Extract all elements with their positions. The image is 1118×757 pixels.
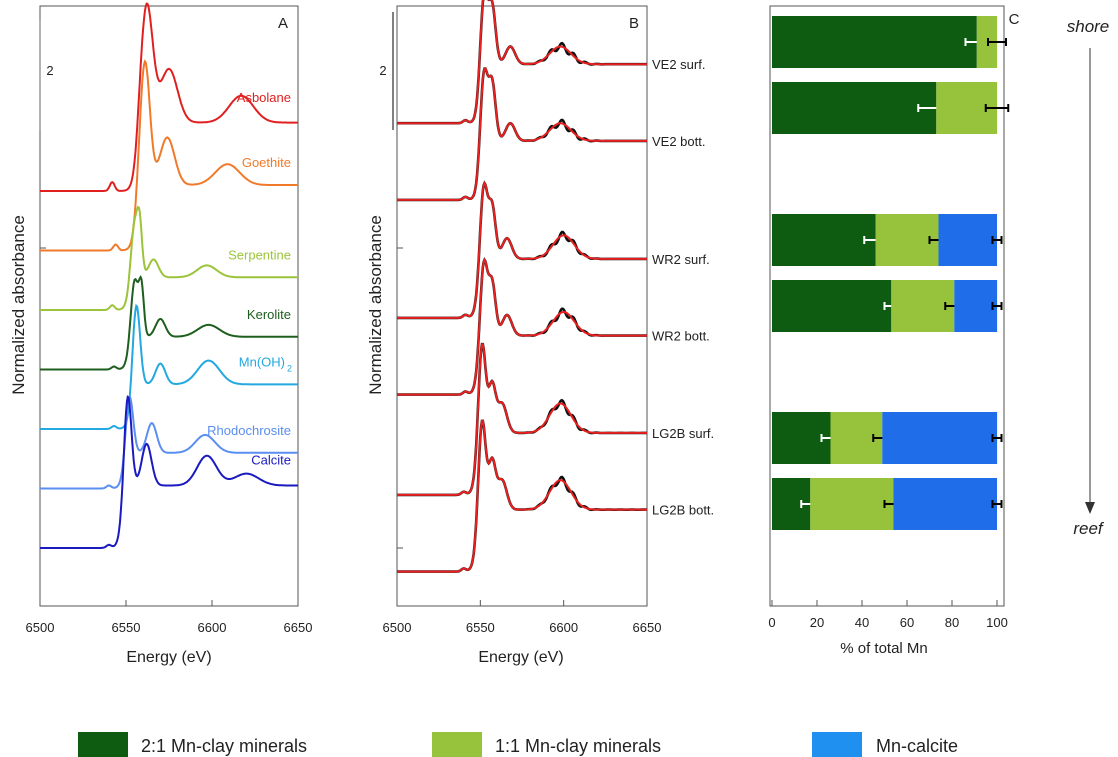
x-tick-label: 6550: [112, 620, 141, 635]
bar-segment-2-1: [875, 214, 939, 266]
bar-segment-3-1: [891, 280, 955, 332]
data-spectrum-1: [397, 67, 647, 202]
bar-segment-4-2: [882, 412, 998, 464]
panel-b-label: B: [629, 15, 639, 32]
bar-segment-2-0: [772, 214, 876, 266]
bar-segment-0-0: [772, 16, 977, 68]
panel-b-y-axis-label: Normalized absorbance: [366, 215, 385, 395]
panel-c-frame: [769, 5, 1005, 607]
panel-b-x-ticks: 6500 6550 6600 6650: [383, 600, 662, 635]
x-tick-label: 80: [945, 615, 959, 630]
panel-a-x-axis-label: Energy (eV): [126, 649, 211, 666]
legend-swatch-mn-calcite: [812, 732, 862, 757]
panel-c: C 0 20 40 60 80 100 % of total Mn shore reef: [768, 5, 1110, 657]
data-spectrum-4: [397, 342, 648, 497]
fit-spectrum-1: [397, 67, 647, 201]
sample-label-5: LG2B bott.: [652, 503, 714, 518]
panel-a-label: A: [278, 15, 288, 32]
panel-b-frame: [396, 5, 648, 607]
panel-a-y-axis-label: Normalized absorbance: [9, 215, 28, 395]
x-tick-label: 6600: [549, 620, 578, 635]
panel-c-x-axis-label: % of total Mn: [840, 640, 928, 657]
data-spectrum-5: [397, 419, 648, 573]
sample-label-4: LG2B surf.: [652, 426, 714, 441]
series-label-5: Rhodochrosite: [207, 423, 291, 438]
panel-b: B 2 VE2 surf. VE2 bott. WR2 surf. WR2 bott.…: [366, 0, 714, 666]
spectrum-6: [40, 395, 298, 549]
fit-spectrum-0: [397, 0, 647, 125]
legend-swatch-2-1-clay: [78, 732, 128, 757]
bar-segment-5-2: [893, 478, 997, 530]
x-tick-label: 100: [986, 615, 1008, 630]
bar-segment-5-1: [810, 478, 894, 530]
data-spectrum-2: [397, 180, 647, 320]
x-tick-label: 6650: [633, 620, 662, 635]
fit-spectrum-5: [397, 419, 647, 573]
legend: 2:1 Mn-clay minerals 1:1 Mn-clay mineral…: [78, 732, 958, 757]
series-label-subscript-4: 2: [287, 363, 292, 373]
panel-a-curves: [40, 2, 298, 549]
bar-segment-3-2: [954, 280, 998, 332]
sample-label-2: WR2 surf.: [652, 252, 710, 267]
x-tick-label: 6500: [383, 620, 412, 635]
bar-segment-0-1: [976, 16, 998, 68]
sample-label-3: WR2 bott.: [652, 329, 710, 344]
series-label-6: Calcite: [251, 453, 291, 468]
reef-label: reef: [1073, 519, 1105, 538]
panel-a-frame: [39, 5, 299, 607]
panel-c-label: C: [1009, 11, 1020, 28]
spectrum-1: [40, 59, 298, 252]
spectrum-5: [40, 395, 298, 490]
legend-label-mn-calcite: Mn-calcite: [876, 736, 958, 756]
bar-segment-1-0: [772, 82, 937, 134]
panel-a-scale-bar-label: 2: [46, 63, 53, 78]
panel-b-curves: [397, 0, 648, 573]
bar-segment-3-0: [772, 280, 892, 332]
x-tick-label: 6650: [284, 620, 313, 635]
panel-c-bars: [772, 16, 1010, 530]
bar-segment-2-2: [938, 214, 997, 266]
series-label-4: Mn(OH): [239, 354, 285, 369]
data-spectrum-0: [397, 0, 647, 125]
spectrum-4: [40, 303, 298, 430]
series-label-2: Serpentine: [228, 247, 291, 262]
fit-spectrum-4: [397, 343, 647, 496]
legend-label-1-1-clay: 1:1 Mn-clay minerals: [495, 736, 661, 756]
panel-a: A 2 Asbolane Goethite Serpentine Kerolite Mn…: [9, 2, 313, 666]
panel-b-series-labels: VE2 surf. VE2 bott. WR2 surf. WR2 bott. LG2B…: [652, 57, 714, 517]
x-tick-label: 6500: [26, 620, 55, 635]
spectrum-2: [40, 205, 298, 311]
spectrum-3: [40, 274, 298, 371]
spectrum-0: [40, 2, 298, 192]
x-tick-label: 6600: [198, 620, 227, 635]
series-label-0: Asbolane: [237, 90, 291, 105]
data-spectrum-3: [397, 257, 647, 396]
legend-swatch-1-1-clay: [432, 732, 482, 757]
x-tick-label: 0: [768, 615, 775, 630]
fit-spectrum-3: [397, 257, 647, 396]
legend-label-2-1-clay: 2:1 Mn-clay minerals: [141, 736, 307, 756]
panel-c-x-ticks: 0 20 40 60 80 100: [768, 600, 1008, 630]
arrow-head-icon: [1085, 502, 1095, 514]
panel-a-x-ticks: 6500 6550 6600 6650: [26, 600, 313, 635]
x-tick-label: 6550: [466, 620, 495, 635]
x-tick-label: 20: [810, 615, 824, 630]
sample-label-1: VE2 bott.: [652, 134, 705, 149]
series-label-1: Goethite: [242, 155, 291, 170]
sample-label-0: VE2 surf.: [652, 57, 705, 72]
panel-a-series-labels: Asbolane Goethite Serpentine Kerolite Mn(OH)…: [207, 90, 292, 468]
series-label-3: Kerolite: [247, 307, 291, 322]
shore-label: shore: [1067, 17, 1110, 36]
panel-b-x-axis-label: Energy (eV): [478, 649, 563, 666]
x-tick-label: 40: [855, 615, 869, 630]
panel-b-scale-bar-label: 2: [379, 63, 386, 78]
x-tick-label: 60: [900, 615, 914, 630]
fit-spectrum-2: [397, 181, 647, 319]
